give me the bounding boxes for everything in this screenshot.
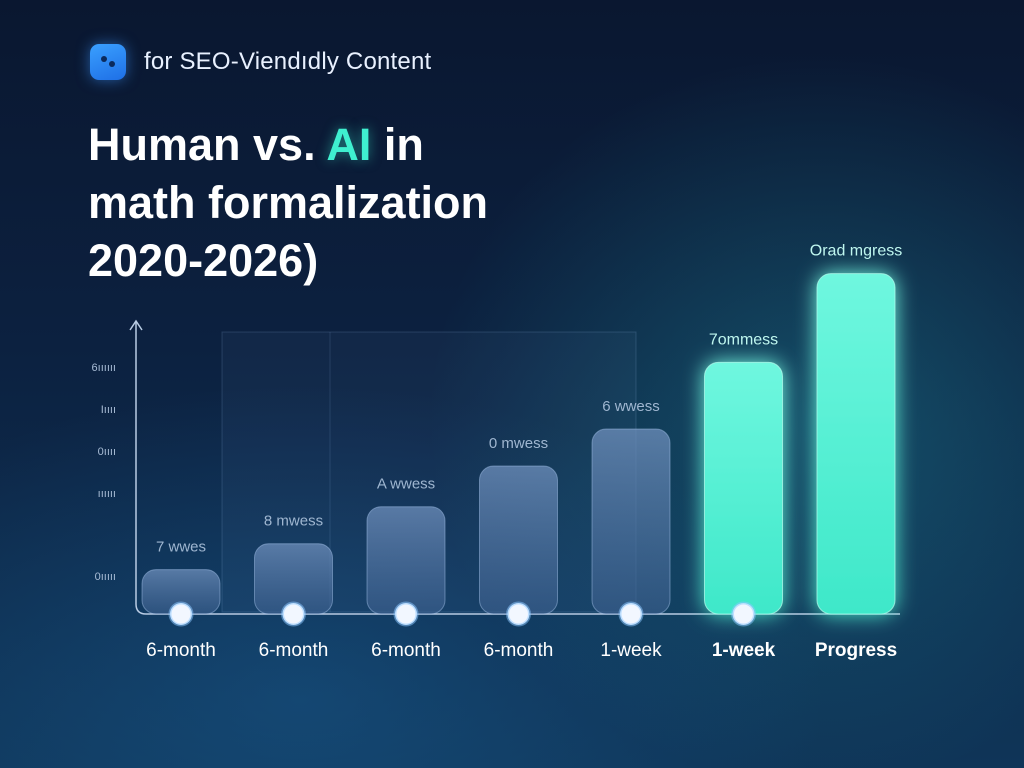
y-tick-label: ıııııı xyxy=(98,488,116,500)
axis-marker-dot xyxy=(731,601,756,627)
bar xyxy=(816,273,896,615)
bar-value-label: Orad mgress xyxy=(810,243,902,260)
title-line-2: math formalization xyxy=(88,177,489,228)
x-axis-line xyxy=(135,603,900,615)
brand-header: for SEO-Viendıdly Content xyxy=(90,44,431,80)
category-label: 1-week xyxy=(712,640,776,661)
bar-value-label: 6 wwess xyxy=(602,398,660,415)
bar-value-label: 7 wwes xyxy=(156,539,206,556)
bar xyxy=(479,465,558,615)
title-part-2: in xyxy=(371,119,424,170)
category-label: 6-month xyxy=(146,640,216,661)
y-axis xyxy=(129,319,900,615)
bar xyxy=(366,506,446,615)
bar-value-label: 7ommess xyxy=(709,331,778,348)
bar-value-label: 8 mwess xyxy=(264,513,323,530)
axis-markers xyxy=(168,601,756,627)
axis-marker-dot xyxy=(506,601,531,627)
bar xyxy=(591,428,671,615)
arrow-up-icon xyxy=(129,319,143,331)
app-logo-icon xyxy=(90,44,126,80)
brand-text: for SEO-Viendıdly Content xyxy=(144,48,432,75)
category-label: 6-month xyxy=(484,640,554,661)
axis-marker-dot xyxy=(618,601,644,627)
category-label: 6-month xyxy=(259,640,329,661)
bar xyxy=(704,361,783,615)
axis-marker-dot xyxy=(168,601,194,627)
y-tick-label: 6ıııııı xyxy=(92,362,116,374)
title-part-1: Human vs. xyxy=(88,119,327,170)
bar-value-label: A wwess xyxy=(377,476,435,493)
bars xyxy=(141,273,896,615)
y-tick-label: 0ııııı xyxy=(95,571,116,583)
category-label: 1-week xyxy=(600,640,662,661)
y-tick-label: Iıııı xyxy=(101,404,116,416)
title-line-3: 2020-2026) xyxy=(88,235,319,286)
category-label: 6-month xyxy=(371,640,441,661)
title-highlight: AI xyxy=(326,119,372,170)
category-labels: 6-month 6-month 6-month 6-month 1-week 1-week… xyxy=(146,640,897,661)
axis-marker-dot xyxy=(281,601,306,627)
y-tick-label: 0ıııı xyxy=(98,446,116,458)
page-title: Human vs. AI in math formalization 2020-… xyxy=(88,116,608,290)
bar-labels: 7 wwes 8 mwess A wwess 0 mwess 6 wwess 7ommes… xyxy=(156,243,902,556)
axis-marker-dot xyxy=(393,601,419,627)
category-label: Progress xyxy=(815,640,897,661)
bar-value-label: 0 mwess xyxy=(489,435,548,452)
y-tick-labels: 0ııııı ıııııı 0ıııı Iıııı 6ıııııı xyxy=(92,362,116,583)
